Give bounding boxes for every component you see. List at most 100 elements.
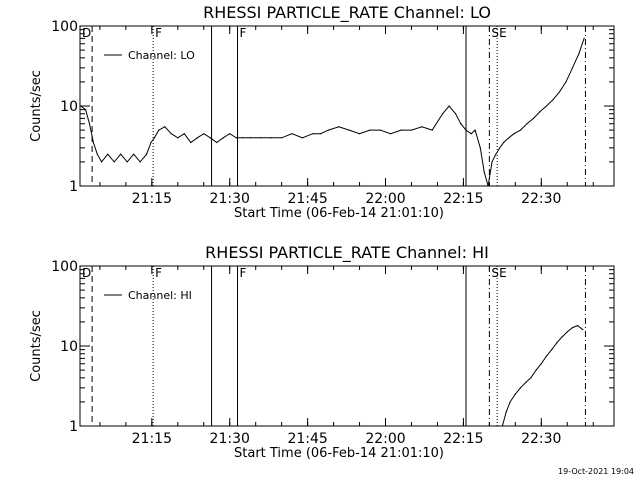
panel1-data-point <box>519 129 522 131</box>
panel1-y-tick-label: 100 <box>51 19 78 35</box>
panel1-data-point <box>249 137 252 139</box>
panel1-data-point <box>139 161 141 163</box>
panel2-data-point <box>535 369 537 371</box>
panel1-data-point <box>379 129 381 131</box>
panel2-data-point <box>540 363 542 365</box>
panel1-data-point <box>196 137 198 139</box>
panel1-data-point <box>216 141 218 144</box>
panel1-data-point <box>358 133 361 135</box>
panel1-x-axis-label: Start Time (06-Feb-14 21:01:10) <box>234 206 444 221</box>
panel1-data-point <box>499 147 501 149</box>
panel1-data-point <box>126 161 128 163</box>
panel1-data-point <box>229 133 231 135</box>
panel1-flag-label: F <box>240 26 247 40</box>
panel1-data-point <box>410 129 413 131</box>
panel1-x-tick-label: 21:30 <box>210 191 250 207</box>
panel2-data-point <box>545 355 548 357</box>
panel2-legend-entry: Channel: HI <box>128 289 192 302</box>
panel1-data-point <box>390 133 392 135</box>
panel1-data-point <box>487 185 489 187</box>
panel1-data-point <box>442 113 444 115</box>
panel1-x-tick-label: 22:30 <box>521 191 561 207</box>
panel1-data-point <box>183 133 185 135</box>
panel2-data-point <box>556 342 558 344</box>
panel1-y-axis-label: Counts/sec <box>29 70 44 142</box>
panel1-data-point <box>526 123 528 125</box>
panel2-flag-label: F <box>240 266 247 280</box>
panel2-data-point <box>505 411 507 413</box>
panel1-data-point <box>120 153 122 155</box>
panel2-data-point <box>566 331 568 333</box>
panel1-data-point <box>88 123 91 125</box>
panel1-data-point <box>164 126 166 128</box>
panel1-data-point <box>301 137 304 139</box>
panel1-data-point <box>177 137 179 139</box>
panel1-data-point <box>448 105 450 107</box>
panel1-data-point <box>146 153 148 155</box>
panel2-y-tick-label: 100 <box>51 259 78 275</box>
panel1-data-point <box>465 129 467 131</box>
panel1-chart-title: RHESSI PARTICLE_RATE Channel: LO <box>203 3 491 23</box>
panel2-flag-label: E <box>499 266 507 280</box>
panel1-data-point <box>281 137 283 139</box>
panel1-data-point <box>203 133 205 135</box>
panel2-y-tick-label: 1 <box>69 419 78 435</box>
panel1-data-point <box>291 133 293 135</box>
panel1-data-point <box>96 153 98 155</box>
panel1-data-point <box>479 147 481 149</box>
panel2-data-point <box>501 425 503 427</box>
panel1-x-tick-label: 21:45 <box>287 191 327 207</box>
panel2-data-point <box>577 324 579 327</box>
panel2-x-tick-label: 22:15 <box>443 431 483 447</box>
panel1-x-tick-label: 22:15 <box>443 191 483 207</box>
panel1-data-point <box>513 133 515 135</box>
panel1-data-point <box>270 137 272 139</box>
panel2-data-point <box>561 336 563 338</box>
panel1-data-point <box>113 161 115 163</box>
panel1-data-point <box>400 129 402 131</box>
panel2-x-tick-label: 22:00 <box>365 431 405 447</box>
panel1-data-point <box>209 137 211 139</box>
panel2-data-point <box>530 377 532 379</box>
panel1-data-point <box>222 137 224 139</box>
panel1-data-point <box>460 123 462 125</box>
panel1-data-point <box>565 81 567 83</box>
panel1-data-point <box>503 141 505 144</box>
panel1-data-point <box>578 53 580 55</box>
panel1-flag-label: S <box>491 26 499 40</box>
panel1-data-point <box>474 129 476 131</box>
panel1-legend-entry: Channel: LO <box>128 49 195 62</box>
panel1-x-tick-label: 22:00 <box>365 191 405 207</box>
panel1-data-point <box>539 111 541 113</box>
panel1-data-point <box>431 129 433 131</box>
panel2-x-tick-label: 21:15 <box>132 431 172 447</box>
panel2-y-tick-label: 10 <box>60 339 78 355</box>
panel1-data-point <box>455 113 457 115</box>
panel2-x-tick-label: 22:30 <box>521 431 561 447</box>
panel2-data-point <box>509 401 511 403</box>
panel2-flag-label: S <box>491 266 499 280</box>
panel1-data-point <box>170 133 172 135</box>
panel2-data-point <box>525 381 527 384</box>
panel1-flag-label: E <box>499 26 507 40</box>
panel1-data-point <box>150 141 152 144</box>
panel2-x-tick-label: 21:45 <box>287 431 327 447</box>
panel1-data-point <box>101 161 103 163</box>
panel1-data-point <box>133 153 135 155</box>
panel1-data-point <box>153 137 156 139</box>
panel1-data-point <box>583 37 585 39</box>
panel1-data-point <box>85 109 87 111</box>
panel1-data-point <box>532 117 535 119</box>
panel1-data-point <box>421 126 423 128</box>
panel1-data-point <box>80 105 82 107</box>
panel2-series-line <box>501 325 584 427</box>
panel2-flag-label: D <box>82 266 91 280</box>
panel1-data-point <box>260 137 262 139</box>
panel2-data-point <box>551 349 553 351</box>
panel1-data-point <box>190 141 192 144</box>
panel1-data-point <box>92 141 95 144</box>
panel2-data-point <box>571 326 574 329</box>
panel1-x-tick-label: 21:15 <box>132 191 172 207</box>
panel1-data-point <box>495 153 497 155</box>
